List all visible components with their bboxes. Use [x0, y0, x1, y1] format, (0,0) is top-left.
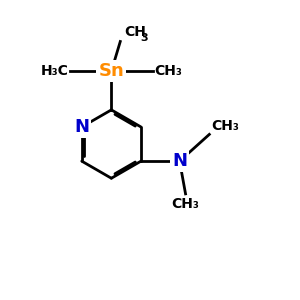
Text: H₃C: H₃C	[40, 64, 68, 78]
Text: Sn: Sn	[98, 62, 124, 80]
Text: CH₃: CH₃	[172, 197, 200, 211]
Text: CH₃: CH₃	[211, 119, 239, 133]
Text: CH₃: CH₃	[154, 64, 182, 78]
Text: N: N	[172, 152, 187, 170]
Text: 3: 3	[140, 33, 148, 43]
Text: N: N	[74, 118, 89, 136]
Text: CH: CH	[125, 25, 147, 38]
